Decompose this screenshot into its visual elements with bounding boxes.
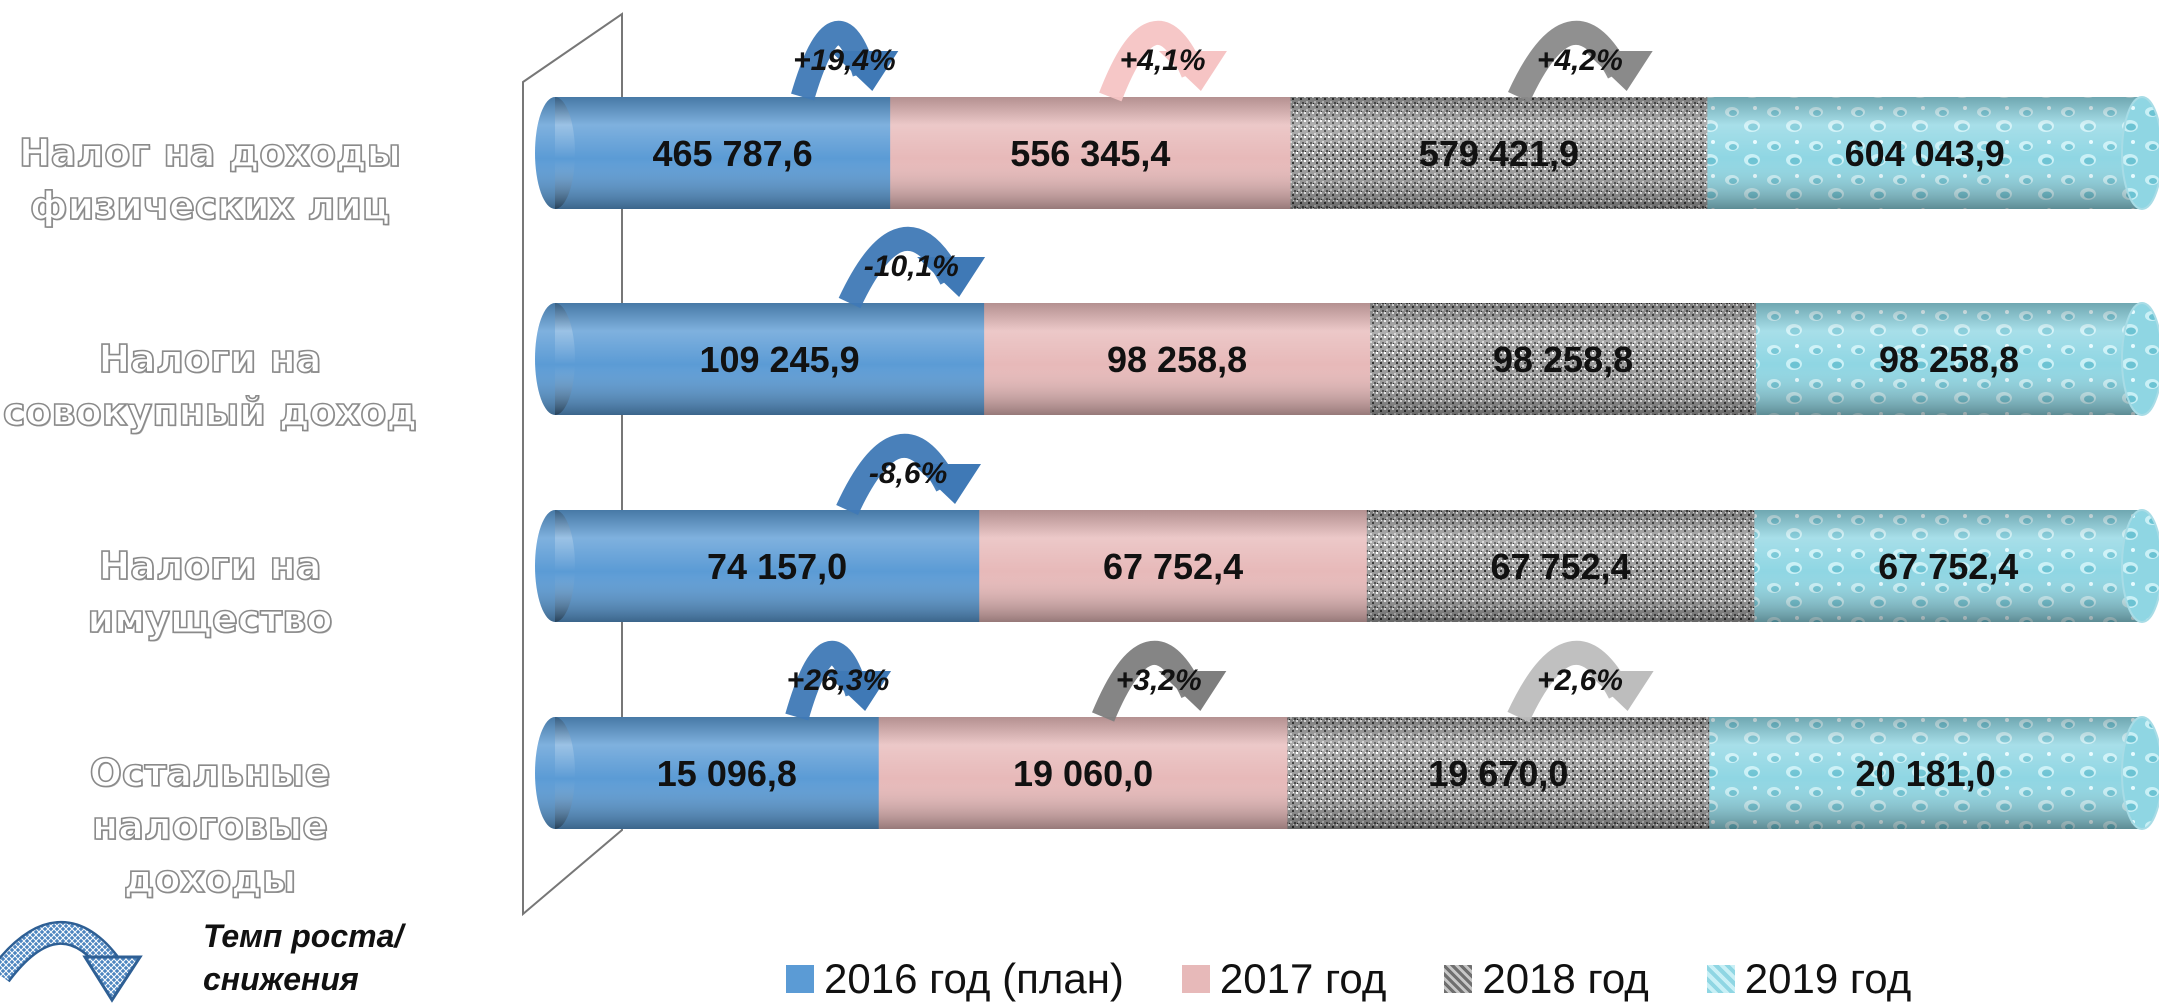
growth-arrow-4-2 xyxy=(1092,640,1227,722)
back-wall xyxy=(522,12,623,917)
growth-label-4-1: +26,3% xyxy=(787,664,890,697)
bar-shading-4 xyxy=(555,717,2142,829)
value-label-3-3: 67 752,4 xyxy=(1491,546,1631,587)
bar-cap-right-2 xyxy=(2121,302,2159,416)
value-label-1-4: 604 043,9 xyxy=(1845,133,2005,174)
growth-label-2-1: -10,1% xyxy=(864,250,959,283)
value-label-3-1: 74 157,0 xyxy=(707,546,847,587)
value-label-1-1: 465 787,6 xyxy=(652,133,812,174)
bar-cap-right-1 xyxy=(2121,96,2159,210)
bar-cap-shading-2 xyxy=(535,303,575,415)
bar-cap-shading-3 xyxy=(535,510,575,622)
legend-item-4: 2019 год xyxy=(1706,955,1912,1003)
bar-shading-3 xyxy=(555,510,2142,622)
growth-label-4-3: +2,6% xyxy=(1537,664,1623,697)
curved-arrow-icon xyxy=(0,920,143,1003)
category-label-3: Налоги на имущество xyxy=(87,543,334,642)
legend: 2016 год (план) 2017 год 2018 год 2019 год xyxy=(786,955,1969,1003)
legend-swatch-1 xyxy=(786,965,814,993)
growth-label-1-1: +19,4% xyxy=(793,44,896,77)
key-label: Темп роста/снижения xyxy=(203,918,404,997)
legend-swatch-2 xyxy=(1181,965,1210,993)
bar-cap-shading-1 xyxy=(535,97,575,209)
value-label-2-1: 109 245,9 xyxy=(699,339,859,380)
category-label-1: Налог на доходы физических лиц xyxy=(18,130,402,229)
growth-arrow-2-1 xyxy=(838,226,986,309)
legend-item-2: 2017 год xyxy=(1181,955,1387,1003)
growth-label-3-1: -8,6% xyxy=(869,457,947,490)
growth-arrow-4-3 xyxy=(1507,640,1654,723)
bar-cap-shading-4 xyxy=(535,717,575,829)
value-label-4-1: 15 096,8 xyxy=(657,753,797,794)
value-label-4-4: 20 181,0 xyxy=(1856,753,1996,794)
value-label-2-3: 98 258,8 xyxy=(1493,339,1633,380)
legend-item-3: 2018 год xyxy=(1444,955,1649,1003)
growth-arrow-4-1 xyxy=(785,640,892,721)
growth-arrow-3-1 xyxy=(836,433,982,516)
category-label-4: Остальные налоговые доходы xyxy=(89,750,331,902)
value-label-1-2: 556 345,4 xyxy=(1010,133,1170,174)
value-label-2-2: 98 258,8 xyxy=(1107,339,1247,380)
value-label-2-4: 98 258,8 xyxy=(1879,339,2019,380)
legend-label-3: 2018 год xyxy=(1482,955,1649,1002)
growth-arrow-1-1 xyxy=(791,20,899,101)
growth-label-1-2: +4,1% xyxy=(1120,44,1206,77)
growth-arrow-1-2 xyxy=(1099,20,1227,102)
legend-swatch-3 xyxy=(1444,965,1473,993)
legend-swatch-4 xyxy=(1706,965,1735,993)
bar-cap-right-4 xyxy=(2121,716,2159,830)
category-label-2: Налоги на совокупный доход xyxy=(2,336,418,435)
growth-label-1-3: +4,2% xyxy=(1537,44,1623,77)
bar-shading-1 xyxy=(555,97,2142,209)
legend-item-1: 2016 год (план) xyxy=(786,955,1124,1003)
value-label-3-2: 67 752,4 xyxy=(1103,546,1243,587)
bar-shading-2 xyxy=(555,303,2142,415)
value-label-4-3: 19 670,0 xyxy=(1428,753,1568,794)
value-label-4-2: 19 060,0 xyxy=(1013,753,1153,794)
growth-label-4-2: +3,2% xyxy=(1116,664,1202,697)
value-label-1-3: 579 421,9 xyxy=(1419,133,1579,174)
legend-label-4: 2019 год xyxy=(1744,955,1912,1002)
bar-cap-right-3 xyxy=(2121,509,2159,623)
legend-label-1: 2016 год (план) xyxy=(824,955,1124,1002)
legend-label-2: 2017 год xyxy=(1219,955,1387,1002)
growth-arrow-1-3 xyxy=(1508,20,1653,103)
value-label-3-4: 67 752,4 xyxy=(1878,546,2018,587)
